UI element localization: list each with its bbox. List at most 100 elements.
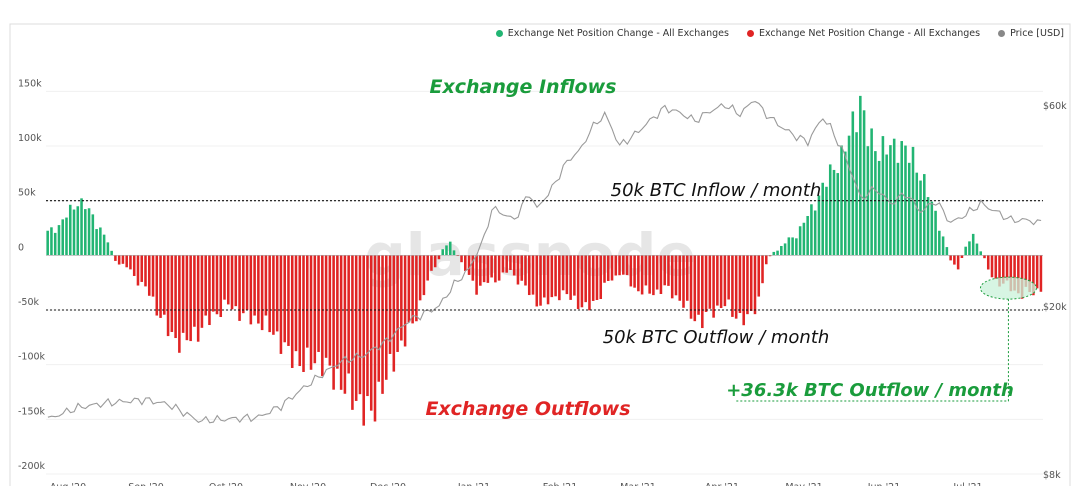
y-left-tick-label: 100k (18, 133, 42, 144)
bar (776, 250, 779, 256)
bar (373, 255, 377, 422)
bar (689, 255, 693, 319)
bar (606, 255, 610, 281)
legend-item-outflows[interactable]: Exchange Net Position Change - All Excha… (746, 28, 980, 39)
bar (968, 241, 971, 256)
bar (106, 242, 110, 256)
bar (1002, 255, 1005, 284)
bar (840, 145, 843, 256)
bar (934, 210, 937, 256)
legend-item-inflows[interactable]: Exchange Net Position Change - All Excha… (495, 28, 729, 39)
bar (757, 255, 761, 297)
bar (497, 255, 501, 281)
bar (125, 255, 128, 268)
legend-item-price[interactable]: Price [USD] (998, 28, 1064, 39)
bar (851, 111, 855, 256)
bar (1035, 255, 1039, 289)
bar (490, 255, 493, 278)
bar (527, 255, 531, 296)
bar (734, 255, 738, 319)
bar (181, 255, 185, 333)
bar (569, 255, 572, 300)
bar (294, 255, 298, 352)
bar (614, 255, 618, 276)
bar (1013, 255, 1016, 291)
bar (53, 232, 57, 256)
bar (535, 255, 539, 307)
bar (50, 227, 53, 256)
bar (674, 255, 678, 296)
bar (588, 255, 591, 311)
bar (257, 255, 260, 324)
bar (983, 255, 986, 259)
bar (388, 255, 392, 354)
bar (509, 255, 512, 270)
bar (1039, 255, 1043, 292)
bar (565, 255, 569, 295)
y-right-tick-label: $20k (1043, 302, 1067, 313)
bar (332, 255, 335, 390)
outflow-ref-label: 50k BTC Outflow / month (603, 327, 830, 348)
bar (685, 255, 689, 301)
bar (659, 255, 663, 294)
bar (836, 173, 840, 256)
bar (471, 255, 475, 281)
y-left-tick-label: -100k (18, 352, 46, 363)
bar (72, 209, 76, 256)
bar (900, 141, 903, 256)
bar (377, 255, 381, 382)
bar (110, 250, 113, 256)
bar (467, 255, 471, 275)
bar (189, 255, 192, 342)
bar (144, 255, 147, 287)
x-tick-label: Apr '21 (705, 482, 739, 486)
bar (339, 255, 343, 390)
bar (411, 255, 414, 324)
bar (727, 255, 730, 300)
bar (151, 255, 155, 297)
bar (941, 236, 945, 256)
bar (825, 186, 828, 256)
bar (1009, 255, 1013, 292)
bar (460, 255, 463, 263)
bar (196, 255, 200, 342)
bar (95, 229, 98, 256)
bar (242, 255, 245, 314)
bar (486, 255, 490, 283)
bar (290, 255, 294, 368)
bar (892, 138, 896, 256)
bar (554, 255, 557, 297)
x-tick-label: Feb '21 (543, 482, 578, 486)
bar (1017, 255, 1020, 294)
bar (185, 255, 189, 341)
x-tick-label: Dec '20 (370, 482, 406, 486)
bar (505, 255, 508, 273)
y-right-tick-label: $60k (1043, 101, 1067, 112)
bar (272, 255, 275, 335)
bar (561, 255, 565, 291)
bar (501, 255, 505, 273)
bar (57, 225, 61, 256)
bar (512, 255, 516, 276)
chart-frame (9, 23, 1071, 486)
bar (712, 255, 715, 318)
bar (595, 255, 599, 300)
bar (84, 209, 87, 256)
x-tick-label: Nov '20 (290, 482, 326, 486)
bar (531, 255, 535, 295)
bar (911, 146, 915, 256)
bar (919, 180, 922, 256)
bar (956, 255, 960, 270)
bar (385, 255, 388, 380)
bar (746, 255, 749, 315)
bar (580, 255, 584, 308)
bar (543, 255, 546, 298)
legend-red-dot-icon (746, 30, 754, 37)
bar (828, 164, 832, 256)
bar (215, 255, 219, 315)
bar (960, 255, 964, 259)
bar (573, 255, 576, 296)
bar (930, 201, 934, 256)
bar (328, 255, 332, 366)
x-tick-label: Jan '21 (457, 482, 490, 486)
